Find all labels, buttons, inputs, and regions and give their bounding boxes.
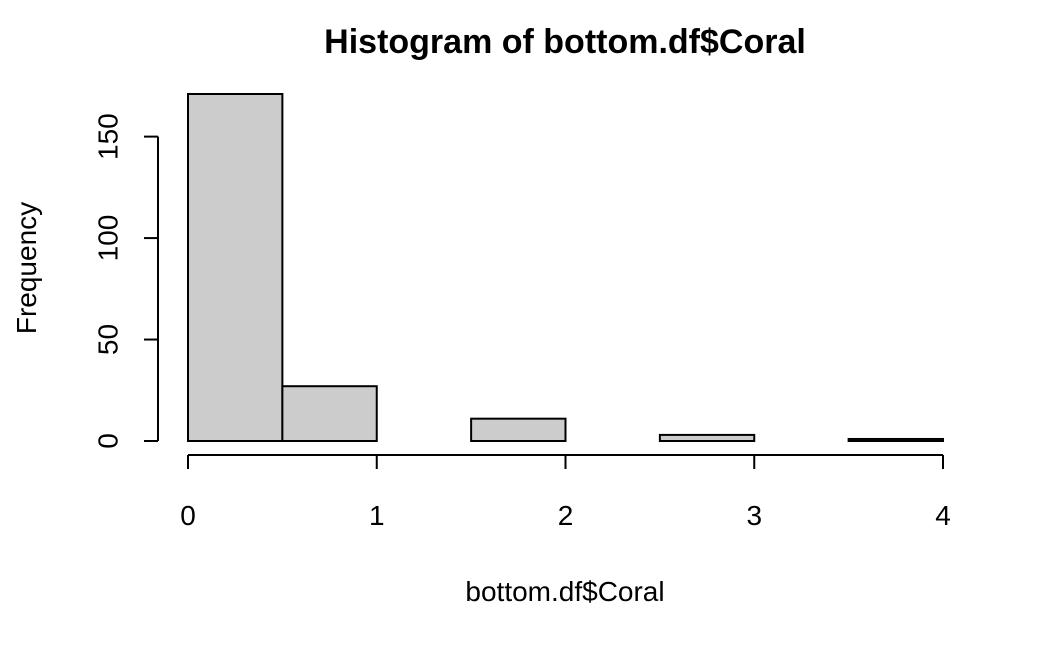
x-tick-label-3: 3 <box>746 500 762 531</box>
x-tick-label-2: 2 <box>558 500 574 531</box>
x-tick-label-4: 4 <box>935 500 951 531</box>
chart-title: Histogram of bottom.df$Coral <box>324 23 806 61</box>
x-tick-label-0: 0 <box>180 500 196 531</box>
y-tick-label-0: 0 <box>93 433 124 449</box>
y-tick-label-2: 100 <box>93 215 124 262</box>
bars-group <box>187 93 944 443</box>
histogram-bar-5 <box>658 433 756 443</box>
x-tick-label-1: 1 <box>369 500 385 531</box>
histogram-bar-1 <box>281 385 378 443</box>
x-axis: 0 1 2 3 4 <box>180 454 951 531</box>
histogram-bar-7 <box>847 437 944 443</box>
histogram-bar-3 <box>470 417 567 443</box>
y-tick-label-3: 150 <box>93 113 124 160</box>
x-axis-label: bottom.df$Coral <box>465 576 664 607</box>
histogram-bar-0 <box>187 93 284 442</box>
y-axis: 0 50 100 150 <box>93 113 159 449</box>
y-axis-label: Frequency <box>11 202 42 334</box>
y-tick-label-1: 50 <box>93 324 124 355</box>
